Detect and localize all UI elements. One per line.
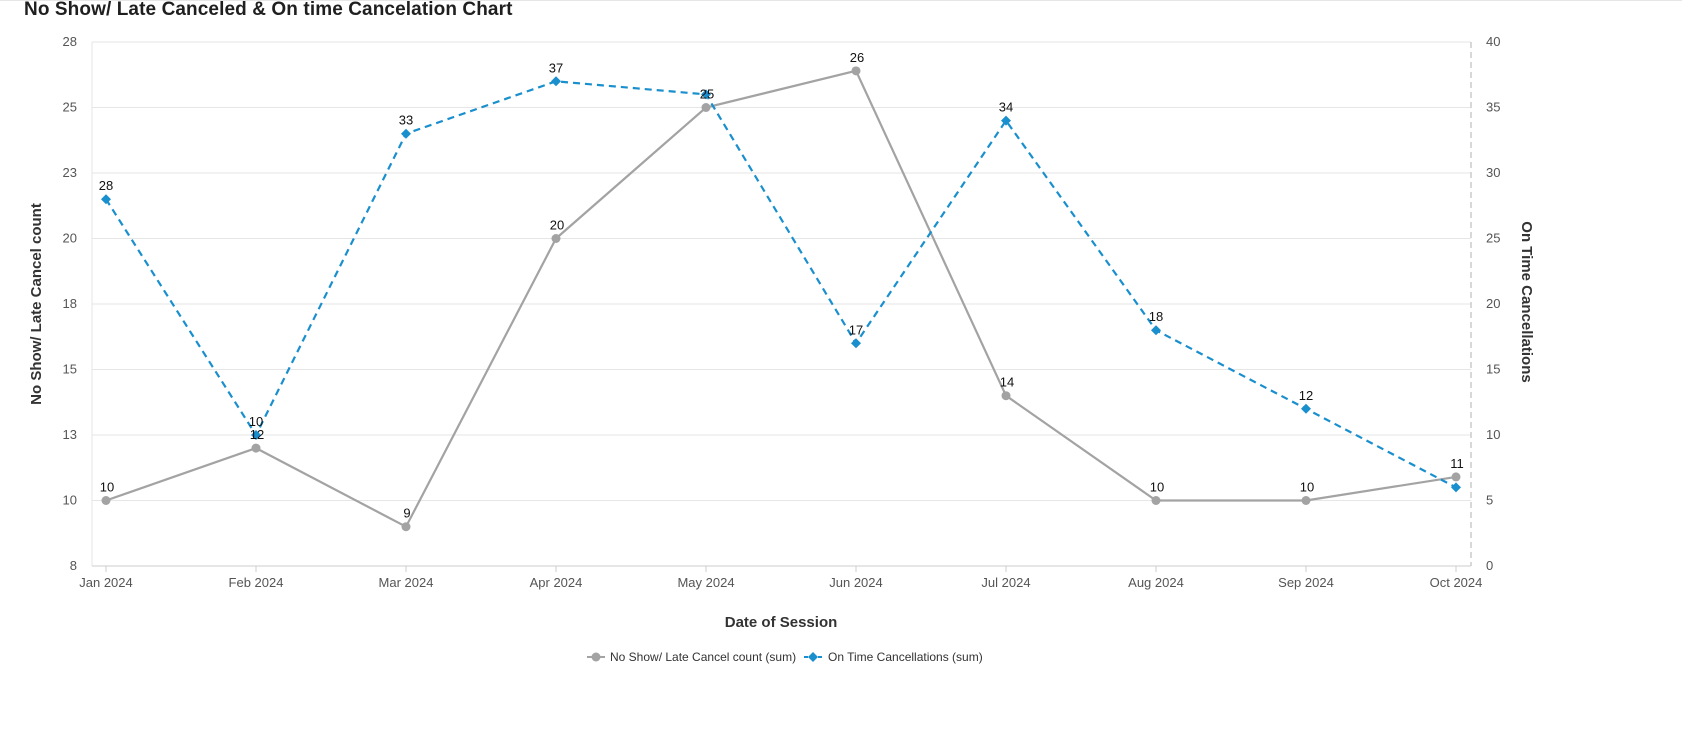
left-tick-label: 28 [63, 34, 77, 49]
chart-title: No Show/ Late Canceled & On time Cancela… [24, 0, 513, 20]
right-tick-label: 15 [1486, 362, 1500, 377]
left-tick-label: 13 [63, 427, 77, 442]
x-axis-ticks: Jan 2024 Feb 2024 Mar 2024 Apr 2024 May 2024… [79, 566, 1482, 590]
left-tick-label: 18 [63, 296, 77, 311]
on-time-point [701, 89, 711, 100]
on-time-data-label: 18 [1149, 309, 1163, 324]
no-show-data-label: 10 [100, 480, 114, 495]
no-show-data-label: 25 [700, 87, 714, 102]
gridlines [92, 41, 1471, 501]
right-tick-label: 30 [1486, 165, 1500, 180]
x-tick-label: Feb 2024 [229, 575, 284, 590]
no-show-point [1301, 496, 1311, 505]
legend-item-no-show[interactable]: No Show/ Late Cancel count (sum) [587, 650, 796, 664]
right-tick-label: 0 [1486, 558, 1493, 573]
x-axis-title: Date of Session [725, 614, 838, 631]
no-show-point [1151, 496, 1161, 505]
left-tick-label: 10 [63, 493, 77, 508]
no-show-data-label: 9 [403, 506, 410, 521]
no-show-point [401, 522, 411, 532]
series [101, 66, 1461, 532]
left-tick-label: 23 [63, 165, 77, 180]
legend-item-on-time[interactable]: On Time Cancellations (sum) [804, 650, 983, 664]
right-tick-label: 5 [1486, 493, 1493, 508]
no-show-data-label: 26 [850, 50, 864, 65]
left-tick-label: 15 [63, 362, 77, 377]
no-show-point [551, 234, 561, 243]
x-tick-label: Jul 2024 [981, 575, 1030, 590]
right-tick-label: 35 [1486, 100, 1500, 115]
x-tick-label: Jun 2024 [829, 575, 883, 590]
right-tick-label: 20 [1486, 296, 1500, 311]
x-tick-label: Mar 2024 [379, 575, 434, 590]
on-time-data-label: 17 [849, 322, 863, 337]
on-time-data-label: 34 [999, 100, 1013, 115]
x-tick-label: Oct 2024 [1430, 575, 1483, 590]
legend: No Show/ Late Cancel count (sum) On Time… [587, 650, 983, 664]
no-show-data-label: 20 [550, 218, 564, 233]
left-tick-label: 25 [63, 100, 77, 115]
no-show-data-label: 10 [1300, 480, 1314, 495]
on-time-point [1151, 325, 1161, 336]
no-show-point [251, 443, 261, 453]
no-show-point [701, 103, 711, 112]
x-tick-label: Apr 2024 [530, 575, 583, 590]
on-time-point [851, 338, 861, 349]
x-tick-label: May 2024 [677, 575, 734, 590]
y-axis-right-title: On Time Cancellations [1518, 221, 1535, 382]
no-show-data-label: 10 [1150, 480, 1164, 495]
on-time-point [1451, 482, 1461, 493]
right-tick-label: 25 [1486, 231, 1500, 246]
right-tick-label: 40 [1486, 34, 1500, 49]
no-show-data-label: 12 [250, 427, 264, 442]
on-time-point [401, 128, 411, 139]
on-time-data-label: 10 [249, 414, 263, 429]
axes [91, 42, 1472, 567]
no-show-point [1001, 391, 1011, 401]
left-tick-label: 20 [63, 231, 77, 246]
y-axis-left-title: No Show/ Late Cancel count [28, 203, 45, 405]
x-tick-label: Sep 2024 [1278, 575, 1334, 590]
no-show-point [851, 66, 861, 76]
on-time-line [105, 80, 1457, 489]
on-time-data-label: 37 [549, 60, 563, 75]
no-show-data-label: 11 [1450, 456, 1464, 471]
legend-no-show-label: No Show/ Late Cancel count (sum) [610, 650, 796, 664]
on-time-point [251, 430, 261, 440]
on-time-point [101, 194, 111, 205]
legend-no-show-marker [591, 652, 601, 662]
on-time-data-label: 33 [399, 113, 413, 128]
on-time-data-label: 12 [1299, 388, 1313, 403]
left-axis-ticks: 8 10 13 15 18 20 23 25 28 [63, 34, 77, 573]
right-tick-label: 10 [1486, 427, 1500, 442]
on-time-point [1301, 403, 1311, 414]
no-show-data-label: 14 [1000, 375, 1014, 390]
x-tick-label: Jan 2024 [79, 575, 133, 590]
x-tick-label: Aug 2024 [1128, 575, 1184, 590]
right-axis-ticks: 0 5 10 15 20 25 30 35 40 [1486, 34, 1500, 573]
legend-on-time-marker [808, 652, 818, 662]
no-show-point [1451, 472, 1461, 482]
on-time-data-label: 28 [99, 178, 113, 193]
on-time-point [1001, 115, 1011, 126]
on-time-point [551, 76, 561, 87]
legend-on-time-label: On Time Cancellations (sum) [828, 650, 983, 664]
left-tick-label: 8 [70, 558, 77, 573]
no-show-point [101, 496, 111, 505]
no-show-line [105, 69, 1457, 529]
